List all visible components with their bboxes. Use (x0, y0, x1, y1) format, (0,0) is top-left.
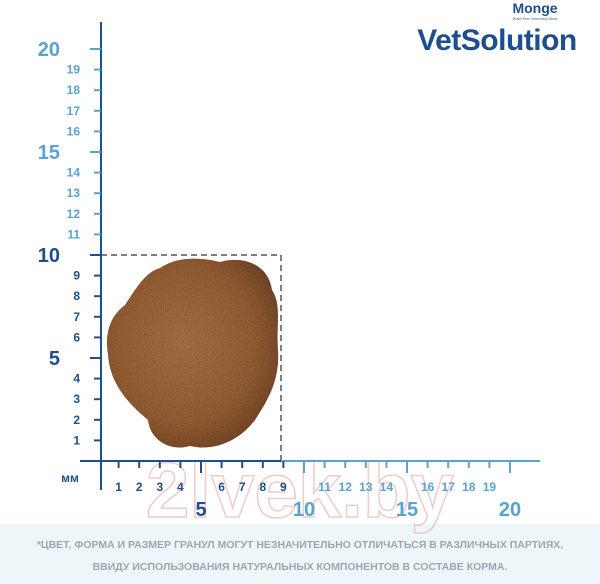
y-tick-label: 10 (38, 245, 60, 267)
y-tick-label: 7 (73, 310, 80, 324)
y-tick-label: 19 (67, 63, 81, 77)
disclaimer-line: ВВИДУ ИСПОЛЬЗОВАНИЯ НАТУРАЛЬНЫХ КОМПОНЕН… (93, 561, 508, 573)
x-tick-label: 16 (421, 480, 435, 494)
y-tick-label: 8 (73, 289, 80, 303)
x-tick-label: 14 (380, 480, 394, 494)
y-tick-label: 17 (67, 104, 81, 118)
x-tick-label: 12 (339, 480, 353, 494)
x-tick-label: 20 (499, 499, 521, 521)
x-tick-label: 18 (462, 480, 476, 494)
kibble (106, 258, 279, 448)
unit-label: мм (61, 471, 79, 485)
y-tick-label: 5 (49, 348, 60, 370)
y-tick-label: 20 (38, 39, 60, 61)
x-tick-label: 19 (483, 480, 497, 494)
x-tick-label: 6 (218, 480, 225, 494)
y-tick-label: 3 (73, 392, 80, 406)
y-tick-label: 1 (73, 433, 80, 447)
brand: Monge (512, 0, 557, 16)
x-tick-label: 7 (239, 480, 246, 494)
x-tick-label: 10 (293, 499, 315, 521)
y-tick-label: 9 (73, 269, 80, 283)
y-tick-label: 4 (73, 372, 80, 386)
x-tick-label: 4 (177, 480, 184, 494)
y-tick-label: 11 (67, 227, 80, 241)
x-tick-label: 9 (280, 480, 287, 494)
footer-band (0, 524, 600, 584)
y-tick-label: 2 (73, 413, 80, 427)
x-tick-label: 17 (442, 480, 456, 494)
y-tick-label: 12 (67, 207, 81, 221)
disclaimer-line: *ЦВЕТ, ФОРМА И РАЗМЕР ГРАНУЛ МОГУТ НЕЗНА… (37, 539, 563, 551)
x-tick-label: 3 (156, 480, 163, 494)
y-tick-label: 18 (67, 83, 81, 97)
y-tick-label: 15 (38, 142, 60, 164)
x-tick-label: 2 (136, 480, 143, 494)
y-tick-label: 6 (73, 330, 80, 344)
x-tick-label: 15 (396, 499, 418, 521)
y-tick-label: 14 (67, 166, 81, 180)
x-tick-label: 5 (195, 499, 206, 521)
x-tick-label: 11 (318, 480, 331, 494)
x-tick-label: 1 (115, 480, 122, 494)
x-tick-label: 13 (359, 480, 373, 494)
brand-tagline: Grain Free Veterinary Diets (513, 17, 558, 21)
y-tick-label: 16 (67, 124, 81, 138)
x-tick-label: 8 (259, 480, 266, 494)
product-line: VetSolution (417, 24, 577, 57)
y-tick-label: 13 (67, 186, 81, 200)
